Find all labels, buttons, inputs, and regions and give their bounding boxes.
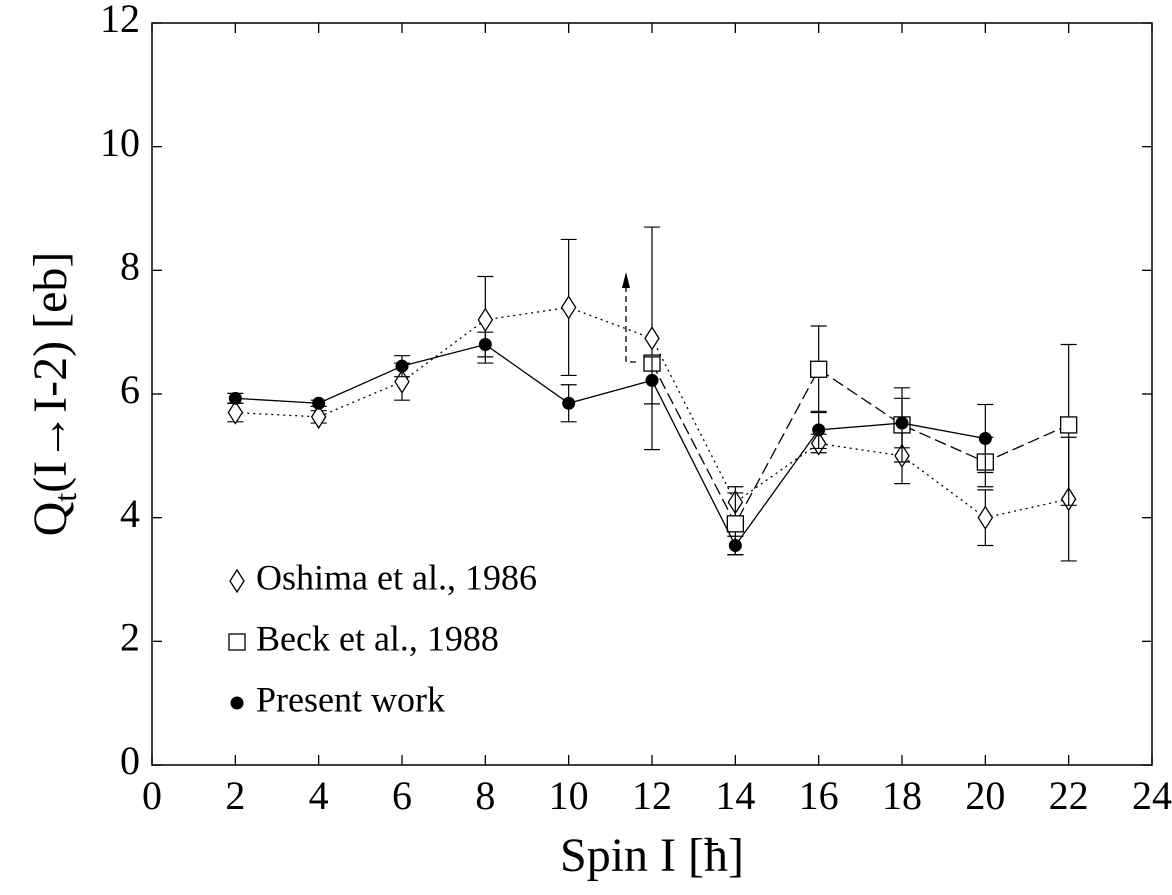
- circle-marker: [645, 373, 659, 387]
- diamond-marker: [227, 400, 244, 425]
- diamond-marker: [560, 295, 577, 320]
- series-line: [651, 362, 1069, 526]
- y-tick-label: 8: [120, 244, 140, 289]
- y-label-sub: t: [47, 493, 83, 502]
- diamond-marker: [644, 326, 660, 351]
- legend-label: Beck et al., 1988: [256, 618, 499, 658]
- y-tick-label: 6: [120, 367, 140, 412]
- diamond-marker: [310, 404, 327, 430]
- x-axis-label: Spin I [ħ]: [560, 829, 744, 882]
- circle-marker: [312, 396, 326, 410]
- square-marker: [1060, 416, 1078, 434]
- x-tick-label: 0: [142, 773, 162, 818]
- x-tick-label: 12: [632, 773, 672, 818]
- circle-marker: [978, 432, 992, 446]
- y-label-main: Q: [24, 502, 77, 537]
- x-tick-label: 2: [225, 773, 245, 818]
- legend-label: Present work: [256, 679, 445, 719]
- x-tick-label: 22: [1049, 773, 1089, 818]
- x-tick-label: 6: [392, 773, 412, 818]
- circle-marker: [478, 338, 492, 352]
- series-line: [235, 343, 986, 547]
- circle-marker: [812, 423, 826, 437]
- x-tick-label: 8: [475, 773, 495, 818]
- x-tick-label: 24: [1132, 773, 1172, 818]
- diamond-marker: [477, 307, 494, 333]
- x-tick-label: 18: [882, 773, 922, 818]
- circle-marker: [228, 391, 242, 405]
- circle-marker: [395, 359, 409, 373]
- arrow-head: [622, 272, 630, 288]
- legend-label: Oshima et al., 1986: [256, 557, 537, 597]
- x-tick-label: 10: [549, 773, 589, 818]
- circle-marker: [230, 696, 244, 710]
- circle-marker: [562, 396, 576, 410]
- diamond-marker: [394, 369, 410, 394]
- diamond-marker: [977, 505, 994, 530]
- x-tick-label: 14: [715, 773, 755, 818]
- y-tick-label: 4: [120, 491, 140, 536]
- y-tick-label: 10: [100, 120, 140, 165]
- y-label-rest: (I→I-2) [eb]: [24, 252, 77, 493]
- y-tick-label: 2: [120, 615, 140, 660]
- x-tick-label: 4: [309, 773, 329, 818]
- circle-marker: [895, 416, 909, 430]
- square-marker: [228, 633, 246, 651]
- square-marker: [726, 515, 744, 533]
- x-tick-label: 20: [965, 773, 1005, 818]
- x-tick-label: 16: [799, 773, 839, 818]
- y-axis-label: Qt(I→I-2) [eb]: [24, 252, 83, 537]
- diamond-marker: [229, 568, 245, 594]
- y-tick-label: 0: [120, 738, 140, 783]
- annotation-arrow: [625, 285, 636, 363]
- y-tick-label: 12: [100, 0, 140, 41]
- square-marker: [810, 360, 828, 378]
- circle-marker: [728, 538, 742, 552]
